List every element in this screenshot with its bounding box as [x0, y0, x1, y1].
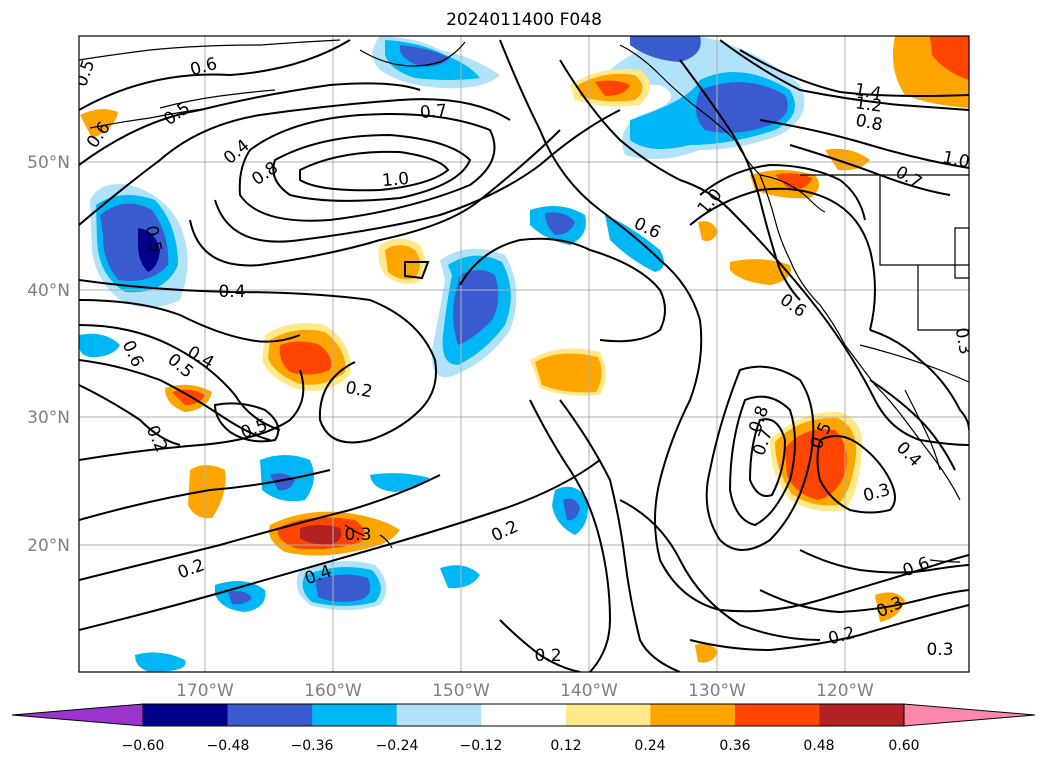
contour-label: 1.4: [853, 80, 883, 104]
colorbar-tick: 0.36: [719, 738, 750, 754]
lon-label: 150°W: [432, 681, 490, 701]
colorbar-swatch: [312, 704, 398, 726]
contour-label: 0.5: [141, 224, 165, 254]
lon-label: 170°W: [176, 681, 234, 701]
colorbar-tick: −0.24: [376, 738, 419, 754]
lon-label: 120°W: [816, 681, 874, 701]
map-panel: 0.5 0.6 0.6 0.5 0.4 0.7 0.8 1.0 1.4 1.2 …: [79, 36, 975, 672]
colorbar-swatch: [143, 704, 229, 726]
lat-label: 30°N: [27, 408, 70, 428]
colorbar-swatch: [481, 704, 567, 726]
colorbar-swatch: [565, 704, 651, 726]
colorbar-tick: 0.60: [888, 738, 919, 754]
latitude-labels: 50°N 40°N 30°N 20°N: [27, 153, 70, 556]
colorbar-tick: −0.12: [460, 738, 503, 754]
contour-label: 0.2: [534, 646, 561, 666]
lat-label: 40°N: [27, 281, 70, 301]
colorbar-swatch: [650, 704, 736, 726]
contour-label: 1.0: [381, 169, 410, 191]
colorbar-swatch: [734, 704, 820, 726]
map-title: 2024011400 F048: [446, 10, 602, 30]
lon-label: 130°W: [688, 681, 746, 701]
lat-label: 20°N: [27, 536, 70, 556]
longitude-labels: 170°W 160°W 150°W 140°W 130°W 120°W: [176, 681, 874, 701]
lon-label: 140°W: [560, 681, 618, 701]
colorbar-extend-min: [11, 703, 144, 727]
colorbar-swatch: [396, 704, 482, 726]
colorbar-tick: −0.48: [207, 738, 250, 754]
contour-label: 0.2: [344, 378, 374, 402]
contour-label: 0.3: [951, 326, 975, 356]
gridlines: [79, 36, 969, 672]
colorbar-tick: −0.36: [291, 738, 334, 754]
coastlines: [79, 39, 969, 563]
colorbar-frame: [142, 703, 905, 727]
contour-label: 0.7: [419, 101, 448, 123]
contour-label: 0.4: [218, 282, 245, 302]
colorbar-extend-max: [903, 703, 1036, 727]
colorbar-swatch: [227, 704, 313, 726]
colorbar: −0.60 −0.48 −0.36 −0.24 −0.12 0.12 0.24 …: [11, 703, 1036, 754]
contour-label: 0.3: [344, 525, 371, 545]
lon-label: 160°W: [304, 681, 362, 701]
colorbar-tick: 0.12: [550, 738, 581, 754]
contour-label: 1.2: [854, 93, 884, 117]
colorbar-tick: −0.60: [122, 738, 165, 754]
colorbar-tick: 0.24: [634, 738, 665, 754]
colorbar-swatch: [819, 704, 905, 726]
colorbar-tick: 0.48: [803, 738, 834, 754]
contours: [79, 39, 969, 672]
map-frame: [78, 35, 970, 673]
lat-label: 50°N: [27, 153, 70, 173]
contour-label: 0.3: [926, 640, 953, 660]
